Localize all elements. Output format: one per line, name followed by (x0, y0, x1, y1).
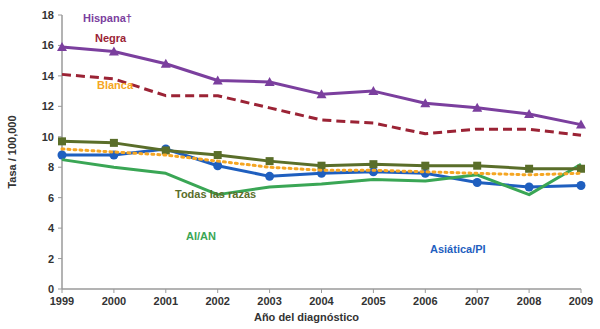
x-tick-label: 2007 (465, 295, 489, 307)
series-marker (265, 77, 275, 86)
x-tick-label: 2001 (154, 295, 178, 307)
x-tick (165, 289, 166, 293)
series-marker (473, 162, 481, 170)
series-marker (524, 109, 534, 118)
series-marker (58, 151, 67, 160)
y-tick-label: 18 (42, 9, 54, 21)
series-marker (213, 75, 223, 84)
y-tick (58, 289, 62, 290)
x-tick (321, 289, 322, 293)
x-tick-label: 2003 (257, 295, 281, 307)
x-tick (477, 289, 478, 293)
x-tick-label: 2002 (205, 295, 229, 307)
series-marker (161, 59, 171, 68)
series-marker (472, 103, 482, 112)
x-tick (373, 289, 374, 293)
x-tick-label: 2004 (309, 295, 334, 307)
series-line (62, 74, 581, 135)
x-tick-label: 2006 (413, 295, 437, 307)
series-marker (214, 151, 222, 159)
series-marker (577, 181, 586, 190)
series-marker (368, 86, 378, 95)
series-marker (473, 178, 482, 187)
y-tick-label: 8 (48, 161, 54, 173)
series-marker (420, 98, 430, 107)
y-tick-label: 4 (48, 222, 55, 234)
series-label: AI/AN (186, 230, 216, 242)
y-tick (58, 197, 62, 198)
series-marker (369, 160, 377, 168)
series-line (62, 149, 581, 175)
x-tick (529, 289, 530, 293)
y-tick (58, 106, 62, 107)
x-tick (62, 289, 63, 293)
y-tick (58, 167, 62, 168)
x-tick (425, 289, 426, 293)
series-marker (421, 162, 429, 170)
series-line (62, 160, 581, 195)
series-marker (525, 183, 534, 192)
series-marker (577, 165, 585, 173)
series-marker (109, 47, 119, 56)
series-label: Hispana† (83, 12, 132, 24)
plot-area (57, 42, 586, 195)
x-tick (581, 289, 582, 293)
series-label: Asiática/PI (430, 243, 486, 255)
series-line (62, 47, 581, 125)
y-tick-label: 10 (42, 131, 54, 143)
x-tick-label: 1999 (50, 295, 74, 307)
series (62, 149, 581, 175)
series-marker (576, 120, 586, 129)
y-tick-label: 16 (42, 39, 54, 51)
series-label: Negra (95, 32, 127, 44)
y-tick (58, 228, 62, 229)
y-tick-label: 2 (48, 253, 54, 265)
y-tick (58, 136, 62, 137)
y-tick-label: 0 (48, 283, 54, 295)
series-marker (162, 146, 170, 154)
y-tick (58, 15, 62, 16)
x-tick-label: 2009 (569, 295, 593, 307)
series-marker (318, 162, 326, 170)
x-tick (217, 289, 218, 293)
series-marker (57, 42, 67, 51)
series (57, 42, 586, 129)
series-line (62, 141, 581, 168)
chart: 0 2 4 6 8 10 12 14 16 18 1999 2000 2001 2002 2003 2004 2… (0, 0, 600, 329)
series-label: Todas las razas (175, 188, 256, 200)
series-marker (265, 172, 274, 181)
x-tick-label: 2008 (517, 295, 541, 307)
y-tick-label: 12 (42, 100, 54, 112)
x-tick-label: 2005 (361, 295, 385, 307)
series (58, 137, 585, 172)
x-tick (113, 289, 114, 293)
series-marker (266, 157, 274, 165)
series-marker (525, 165, 533, 173)
series (62, 160, 581, 195)
y-tick (58, 258, 62, 259)
x-tick (269, 289, 270, 293)
series-marker (369, 167, 378, 176)
series-marker (110, 139, 118, 147)
y-tick-label: 14 (42, 70, 55, 82)
series-label: Blanca (97, 79, 134, 91)
x-tick-label: 2000 (102, 295, 126, 307)
x-axis-label: Año del diagnóstico (254, 311, 359, 323)
series (62, 74, 581, 135)
series-marker (317, 89, 327, 98)
y-axis-label: Tasa / 100,000 (6, 115, 18, 188)
y-tick-label: 6 (48, 192, 54, 204)
series-marker (58, 137, 66, 145)
y-tick (58, 75, 62, 76)
